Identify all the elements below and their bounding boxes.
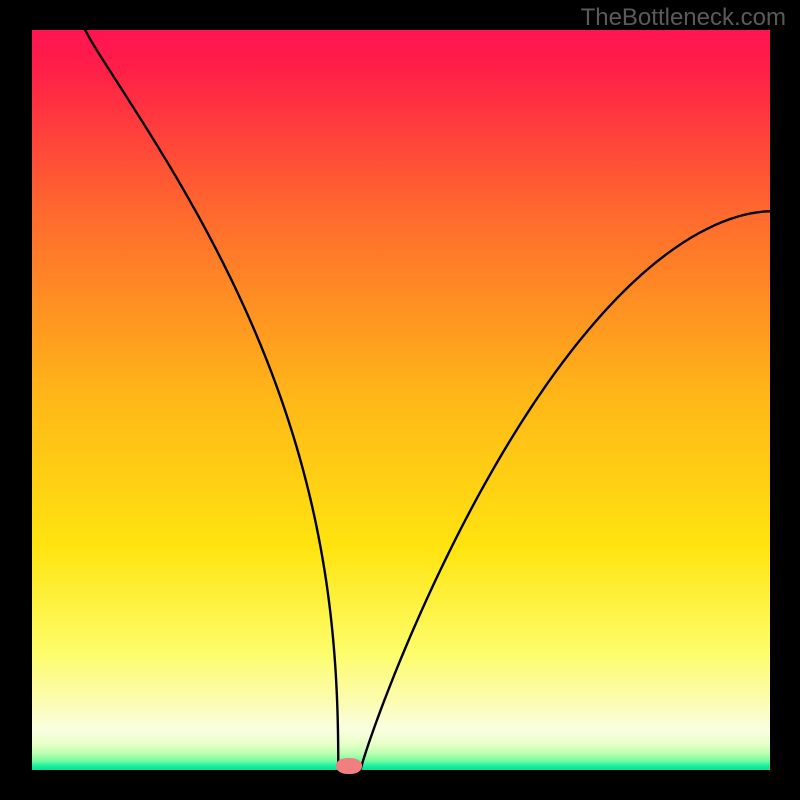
chart-frame: TheBottleneck.com	[0, 0, 800, 800]
optimal-point-marker	[336, 758, 362, 774]
plot-area	[32, 30, 770, 770]
watermark-text: TheBottleneck.com	[581, 4, 786, 32]
